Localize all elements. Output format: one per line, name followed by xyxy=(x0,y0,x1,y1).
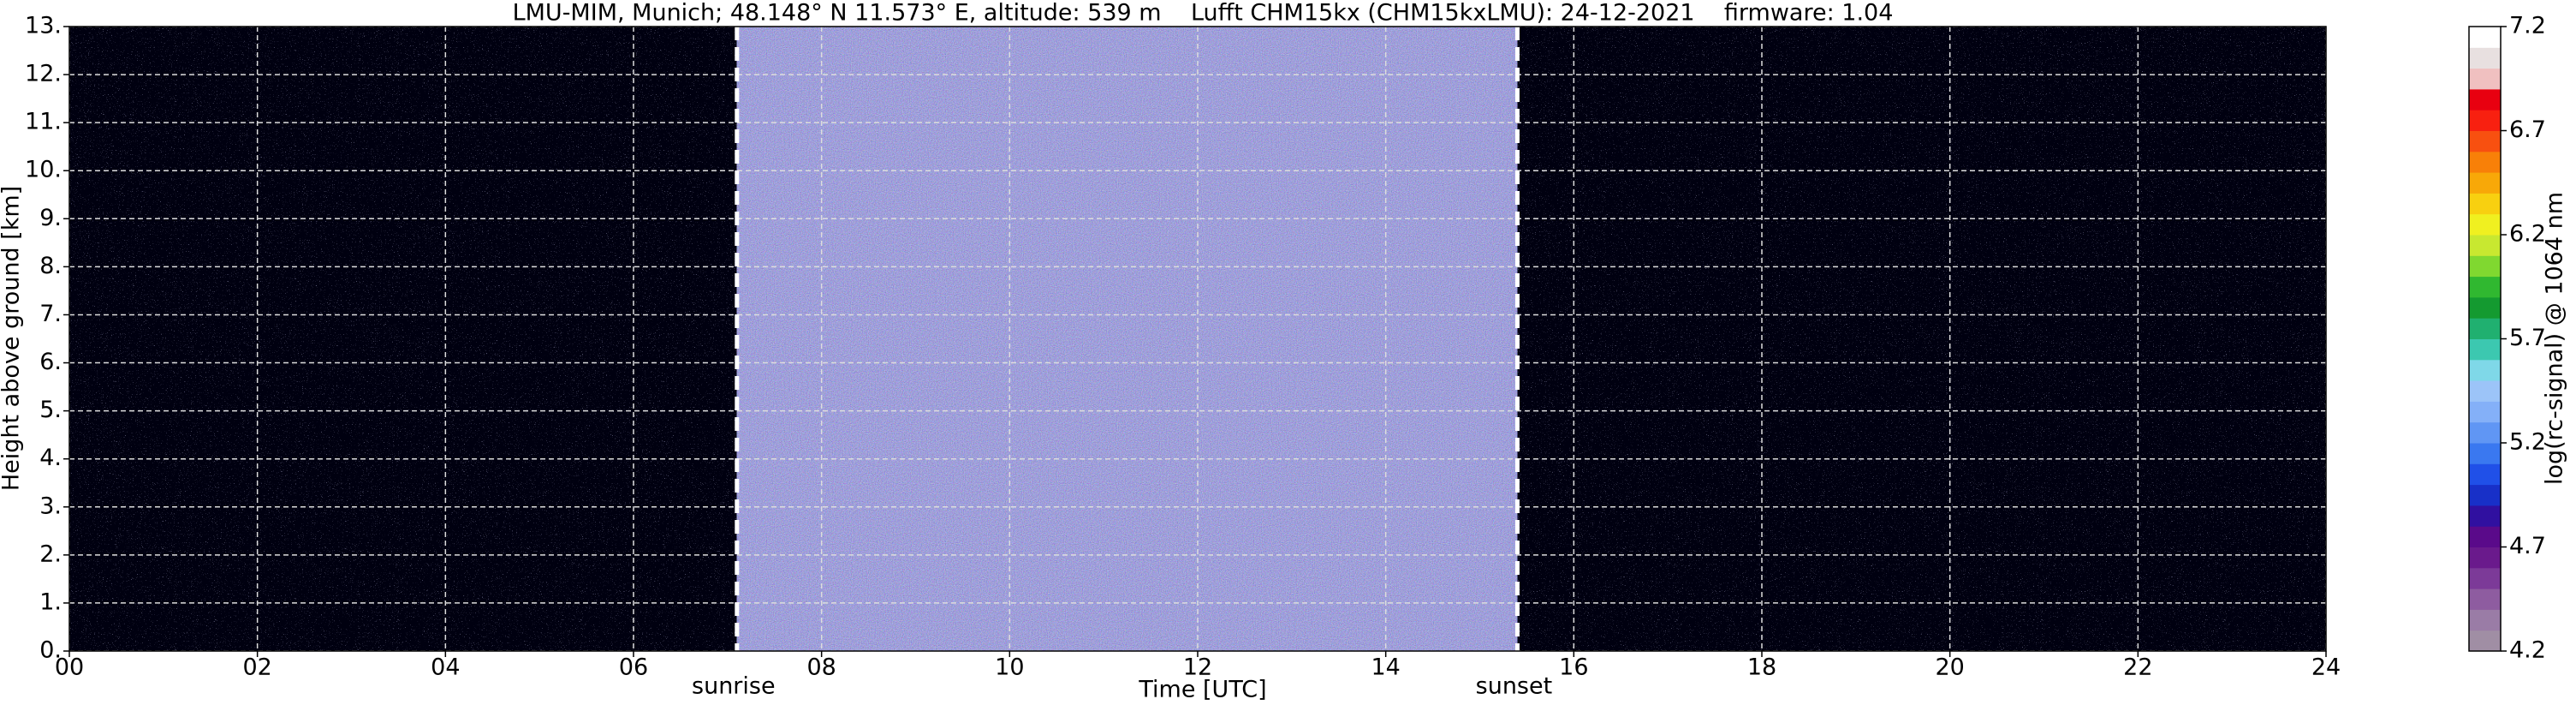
colorbar-swatch xyxy=(2469,547,2501,569)
colorbar-swatch xyxy=(2469,443,2501,464)
y-tick-label: 12. xyxy=(25,61,62,87)
x-tick-label: 04 xyxy=(431,654,460,681)
y-tick-label: 1. xyxy=(39,589,62,615)
y-tick-label: 6. xyxy=(39,349,62,375)
colorbar-swatch xyxy=(2469,505,2501,527)
colorbar-swatch xyxy=(2469,88,2501,111)
colorbar-tick-label: 6.7 xyxy=(2509,117,2546,143)
colorbar-swatch xyxy=(2469,235,2501,256)
y-tick-label: 9. xyxy=(39,205,62,231)
colorbar-swatch xyxy=(2469,172,2501,194)
y-tick-label: 3. xyxy=(39,493,62,519)
colorbar-swatch xyxy=(2469,193,2501,215)
colorbar-tick-label: 4.7 xyxy=(2509,533,2546,559)
annotation-label: sunset xyxy=(1476,673,1553,700)
chart-title: LMU-MIM, Munich; 48.148° N 11.573° E, al… xyxy=(513,0,1894,27)
x-tick-label: 22 xyxy=(2123,654,2152,681)
x-tick-label: 02 xyxy=(242,654,271,681)
colorbar-swatch xyxy=(2469,296,2501,319)
colorbar-swatch xyxy=(2469,359,2501,381)
x-tick-label: 06 xyxy=(619,654,648,681)
x-tick-label: 12 xyxy=(1183,654,1212,681)
colorbar-swatch xyxy=(2469,484,2501,506)
x-tick-label: 14 xyxy=(1371,654,1400,681)
annotation-label: sunrise xyxy=(692,673,776,700)
y-tick-label: 2. xyxy=(39,541,62,567)
colorbar-swatch xyxy=(2469,421,2501,444)
colorbar-label: log(rc-signal) @ 1064 nm xyxy=(2542,192,2568,485)
x-tick-label: 10 xyxy=(995,654,1024,681)
x-tick-label: 20 xyxy=(1935,654,1964,681)
y-tick-label: 8. xyxy=(39,253,62,279)
colorbar-swatch xyxy=(2469,276,2501,298)
colorbar-tick-label: 4.2 xyxy=(2509,637,2546,664)
colorbar-swatch xyxy=(2469,463,2501,486)
y-tick-label: 7. xyxy=(39,301,62,327)
colorbar-swatch xyxy=(2469,630,2501,652)
colorbar-swatch xyxy=(2469,255,2501,278)
y-tick-label: 5. xyxy=(39,397,62,423)
y-axis-label: Height above ground [km] xyxy=(0,186,25,491)
y-tick-label: 0. xyxy=(39,637,62,664)
colorbar-swatch xyxy=(2469,609,2501,631)
colorbar-swatch xyxy=(2469,318,2501,339)
plot-frame xyxy=(68,26,2327,652)
colorbar-tick-label: 7.2 xyxy=(2509,13,2546,39)
colorbar-tick-label: 5.7 xyxy=(2509,325,2546,351)
y-tick-label: 11. xyxy=(25,109,62,135)
colorbar-swatch xyxy=(2469,27,2501,48)
y-tick-label: 13. xyxy=(25,13,62,39)
colorbar-swatch xyxy=(2469,526,2501,547)
colorbar-swatch xyxy=(2469,401,2501,423)
colorbar-tick-label: 6.2 xyxy=(2509,221,2546,248)
daylight-noise xyxy=(736,27,1518,651)
x-tick-label: 18 xyxy=(1747,654,1776,681)
colorbar-swatch xyxy=(2469,130,2501,152)
x-axis-label: Time [UTC] xyxy=(1138,677,1266,703)
colorbar-swatch xyxy=(2469,47,2501,69)
x-tick-label: 00 xyxy=(55,654,84,681)
colorbar-swatch xyxy=(2469,68,2501,90)
colorbar-swatch xyxy=(2469,589,2501,610)
y-tick-label: 10. xyxy=(25,157,62,183)
colorbar-swatch xyxy=(2469,213,2501,236)
colorbar-swatch xyxy=(2469,380,2501,402)
colorbar-swatch xyxy=(2469,338,2501,361)
colorbar-swatch xyxy=(2469,567,2501,589)
colorbar-swatch xyxy=(2469,110,2501,131)
x-tick-label: 16 xyxy=(1559,654,1588,681)
x-tick-label: 08 xyxy=(806,654,836,681)
colorbar-swatch xyxy=(2469,151,2501,173)
colorbar-tick-label: 5.2 xyxy=(2509,429,2546,456)
x-tick-label: 24 xyxy=(2311,654,2341,681)
y-tick-label: 4. xyxy=(39,445,62,471)
